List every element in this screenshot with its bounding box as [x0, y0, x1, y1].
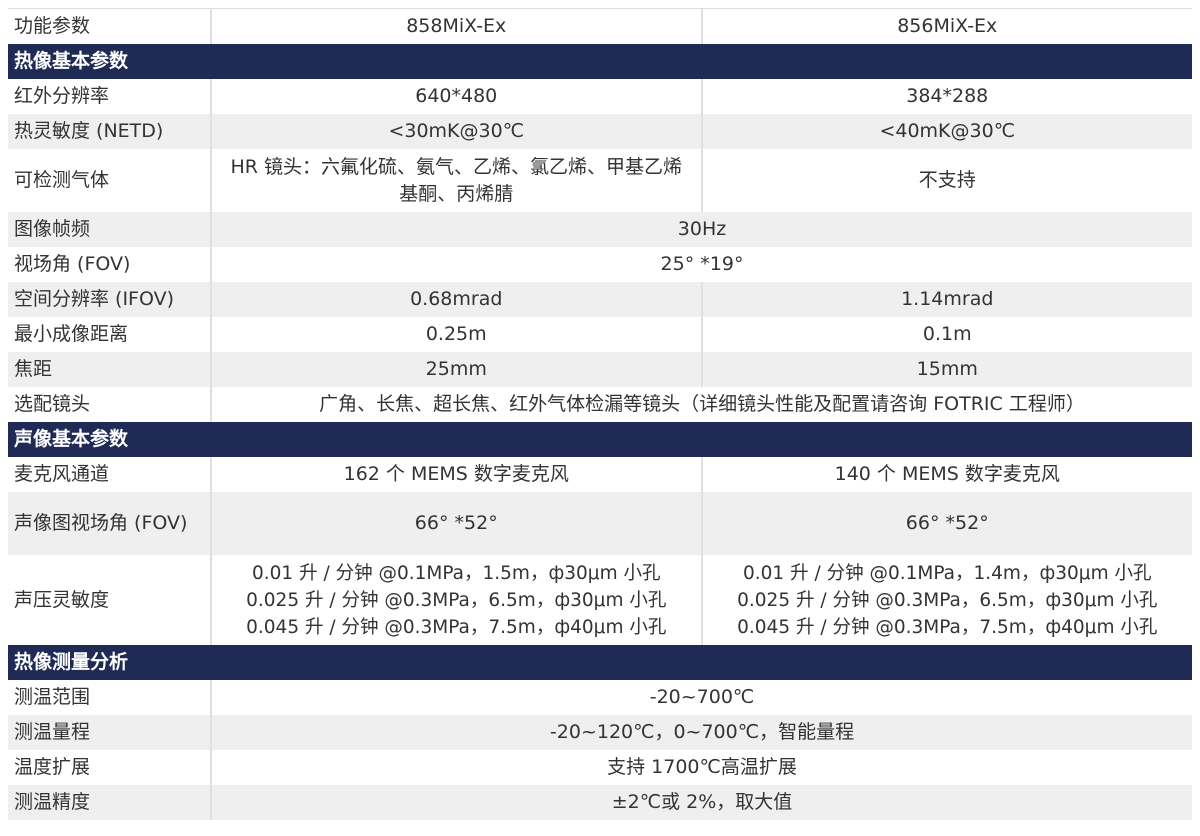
- merged-value: 25° *19°: [210, 247, 1192, 282]
- model-b-header: 856MiX-Ex: [700, 8, 1192, 44]
- value-a: 25mm: [210, 352, 702, 387]
- value-b: 384*288: [700, 79, 1192, 114]
- row-label: 选配镜头: [14, 393, 91, 415]
- merged-value: 支持 1700℃高温扩展: [210, 750, 1192, 785]
- value-b: 0.1m: [700, 317, 1192, 352]
- table-row: 热灵敏度 (NETD) <30mK@30℃ <40mK@30℃: [8, 114, 1192, 149]
- row-label: 视场角 (FOV): [14, 253, 131, 275]
- table-row: 麦克风通道 162 个 MEMS 数字麦克风 140 个 MEMS 数字麦克风: [8, 457, 1192, 492]
- merged-value: -20~120℃，0~700℃，智能量程: [210, 715, 1192, 750]
- table-row: 温度扩展 支持 1700℃高温扩展: [8, 750, 1192, 785]
- value-line: 0.045 升 / 分钟 @0.3MPa，7.5m，ф40μm 小孔: [246, 616, 667, 638]
- row-label: 测温范围: [14, 686, 91, 708]
- table-row: 测温范围 -20~700℃: [8, 680, 1192, 715]
- table-row: 选配镜头 广角、长焦、超长焦、红外气体检漏等镜头（详细镜头性能及配置请咨询 FO…: [8, 387, 1192, 422]
- value-a: 162 个 MEMS 数字麦克风: [210, 457, 702, 492]
- section-header: 声像基本参数: [8, 422, 1192, 457]
- section-title: 声像基本参数: [8, 422, 1192, 457]
- table-row: 红外分辨率 640*480 384*288: [8, 79, 1192, 114]
- row-label: 红外分辨率: [14, 85, 110, 107]
- row-label: 声像图视场角 (FOV): [8, 492, 211, 555]
- value-a: <30mK@30℃: [210, 114, 702, 149]
- header-label: 功能参数: [14, 15, 91, 37]
- merged-value: ±2℃或 2%，取大值: [210, 785, 1192, 820]
- table-row: 最小成像距离 0.25m 0.1m: [8, 317, 1192, 352]
- row-label: 最小成像距离: [14, 323, 129, 345]
- table-row: 焦距 25mm 15mm: [8, 352, 1192, 387]
- value-a: 0.25m: [210, 317, 702, 352]
- value-b: 66° *52°: [700, 492, 1192, 555]
- merged-value: -20~700℃: [210, 680, 1192, 715]
- section-header: 热像测量分析: [8, 645, 1192, 680]
- value-line: 0.045 升 / 分钟 @0.3MPa，7.5m，ф40μm 小孔: [737, 616, 1158, 638]
- value-b: <40mK@30℃: [700, 114, 1192, 149]
- table-row: 空间分辨率 (IFOV) 0.68mrad 1.14mrad: [8, 282, 1192, 317]
- section-header: 热像基本参数: [8, 44, 1192, 79]
- row-label: 图像帧频: [8, 212, 211, 247]
- header-row: 功能参数 858MiX-Ex 856MiX-Ex: [8, 8, 1192, 44]
- section-title: 热像基本参数: [8, 44, 1192, 79]
- table-row: 测温量程 -20~120℃，0~700℃，智能量程: [8, 715, 1192, 750]
- value-b: 15mm: [700, 352, 1192, 387]
- section-title: 热像测量分析: [8, 645, 1192, 680]
- row-label: 温度扩展: [14, 756, 91, 778]
- value-a: HR 镜头：六氟化硫、氨气、乙烯、氯乙烯、甲基乙烯基酮、丙烯腈: [210, 149, 702, 212]
- row-label: 可检测气体: [14, 169, 110, 191]
- model-a-header: 858MiX-Ex: [210, 8, 702, 44]
- value-line: 0.01 升 / 分钟 @0.1MPa，1.5m，ф30μm 小孔: [252, 562, 661, 584]
- row-label: 空间分辨率 (IFOV): [8, 282, 211, 317]
- table-row: 可检测气体 HR 镜头：六氟化硫、氨气、乙烯、氯乙烯、甲基乙烯基酮、丙烯腈 不支…: [8, 149, 1192, 212]
- row-label: 测温量程: [8, 715, 211, 750]
- row-label: 麦克风通道: [14, 463, 110, 485]
- row-label: 测温精度: [8, 785, 211, 820]
- row-label: 声压灵敏度: [14, 588, 110, 611]
- value-a: 640*480: [210, 79, 702, 114]
- table-row: 测温精度 ±2℃或 2%，取大值: [8, 785, 1192, 820]
- value-b: 1.14mrad: [700, 282, 1192, 317]
- value-b: 0.01 升 / 分钟 @0.1MPa，1.4m，ф30μm 小孔 0.025 …: [700, 555, 1192, 645]
- table-row: 图像帧频 30Hz: [8, 212, 1192, 247]
- merged-value: 30Hz: [210, 212, 1192, 247]
- value-line: 0.025 升 / 分钟 @0.3MPa，6.5m，ф30μm 小孔: [246, 589, 667, 611]
- value-line: 0.025 升 / 分钟 @0.3MPa，6.5m，ф30μm 小孔: [737, 589, 1158, 611]
- row-label: 焦距: [8, 352, 211, 387]
- table-row: 声压灵敏度 0.01 升 / 分钟 @0.1MPa，1.5m，ф30μm 小孔 …: [8, 555, 1192, 645]
- spec-table: 功能参数 858MiX-Ex 856MiX-Ex 热像基本参数 红外分辨率 64…: [8, 8, 1192, 820]
- row-label: 热灵敏度 (NETD): [8, 114, 211, 149]
- value-b: 140 个 MEMS 数字麦克风: [700, 457, 1192, 492]
- value-b: 不支持: [700, 149, 1192, 212]
- value-a: 0.68mrad: [210, 282, 702, 317]
- table-row: 视场角 (FOV) 25° *19°: [8, 247, 1192, 282]
- table-row: 声像图视场角 (FOV) 66° *52° 66° *52°: [8, 492, 1192, 555]
- value-a: 0.01 升 / 分钟 @0.1MPa，1.5m，ф30μm 小孔 0.025 …: [210, 555, 702, 645]
- value-a: 66° *52°: [210, 492, 702, 555]
- merged-value: 广角、长焦、超长焦、红外气体检漏等镜头（详细镜头性能及配置请咨询 FOTRIC …: [210, 387, 1192, 422]
- value-line: 0.01 升 / 分钟 @0.1MPa，1.4m，ф30μm 小孔: [743, 562, 1152, 584]
